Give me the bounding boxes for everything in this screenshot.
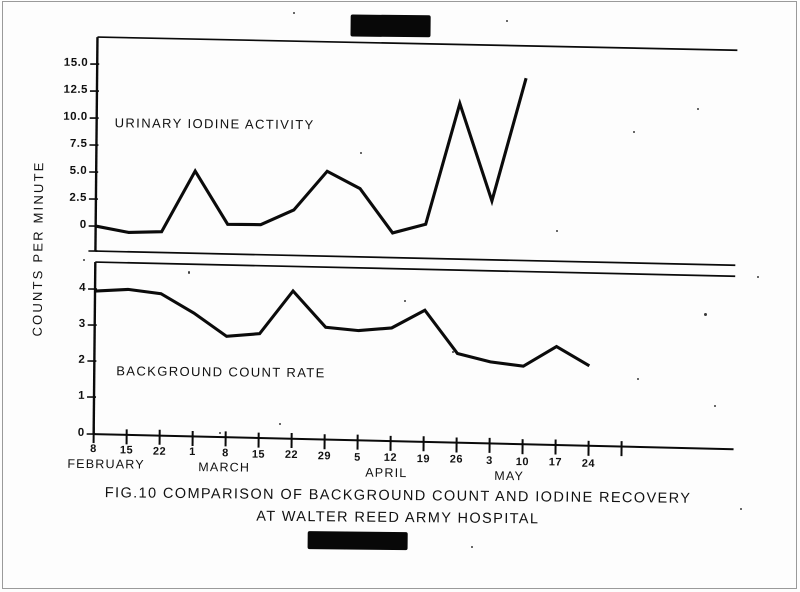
xtick-label-13: 10 (515, 456, 530, 469)
ytick-lower-1: 1 (78, 389, 86, 402)
scan-speck (293, 12, 295, 14)
ytick-lower-0: 0 (77, 426, 85, 439)
scan-speck (556, 230, 558, 232)
ytick-upper-12-5: 12.5 (63, 83, 89, 96)
scan-speck (83, 259, 85, 261)
xtick-label-0: 8 (90, 443, 97, 456)
xtick-label-3: 1 (189, 445, 196, 459)
series-urinary-iodine-activity (95, 77, 528, 235)
scan-speck (188, 271, 190, 274)
upper-y-ticks (88, 63, 100, 252)
xtick-label-11: 26 (449, 453, 464, 466)
scan-speck (704, 313, 707, 316)
scan-speck (697, 108, 699, 110)
month-label-april: APRIL (365, 465, 408, 481)
scan-speck (506, 20, 508, 22)
xtick-label-9: 12 (383, 451, 398, 464)
scan-speck (471, 546, 473, 548)
xtick-label-12: 3 (486, 454, 493, 467)
scan-speck (279, 423, 281, 425)
scan-speck (637, 378, 639, 380)
xtick-label-14: 17 (548, 456, 563, 469)
y-axis-title: COUNTS PER MINUTE (29, 160, 47, 337)
scan-speck (452, 351, 454, 353)
scan-speck (740, 508, 742, 510)
ytick-upper-15: 15.0 (63, 56, 89, 69)
scan-speck (714, 405, 716, 407)
month-label-march: MARCH (198, 460, 251, 475)
redaction-block-bottom (307, 531, 408, 551)
ytick-lower-2: 2 (78, 353, 86, 366)
scan-speck (360, 152, 362, 154)
month-label-may: MAY (494, 468, 525, 484)
xtick-label-15: 24 (581, 457, 596, 470)
ytick-upper-10: 10.0 (63, 110, 88, 123)
ytick-upper-7-5: 7.5 (69, 137, 88, 150)
annotation-background-count-rate: BACKGROUND COUNT RATE (116, 363, 326, 381)
xtick-label-1: 15 (119, 444, 134, 457)
scan-speck (219, 432, 221, 434)
upper-panel-axes (94, 36, 738, 267)
xtick-label-4: 8 (222, 447, 229, 460)
x-ticks (92, 427, 623, 457)
lower-panel-axes (92, 261, 736, 451)
scan-speck (757, 276, 759, 278)
redaction-block-top (350, 14, 431, 38)
xtick-label-7: 29 (317, 450, 332, 463)
xtick-label-8: 5 (354, 451, 361, 464)
scan-speck (633, 131, 635, 133)
xtick-label-5: 15 (251, 448, 266, 461)
annotation-urinary-iodine-activity: URINARY IODINE ACTIVITY (114, 115, 315, 133)
xtick-label-2: 22 (152, 445, 167, 458)
scan-speck (404, 300, 406, 302)
series-background-count-rate (94, 287, 591, 368)
xtick-label-6: 22 (284, 448, 299, 462)
month-label-february: FEBRUARY (67, 456, 145, 472)
xtick-label-10: 19 (416, 453, 431, 466)
